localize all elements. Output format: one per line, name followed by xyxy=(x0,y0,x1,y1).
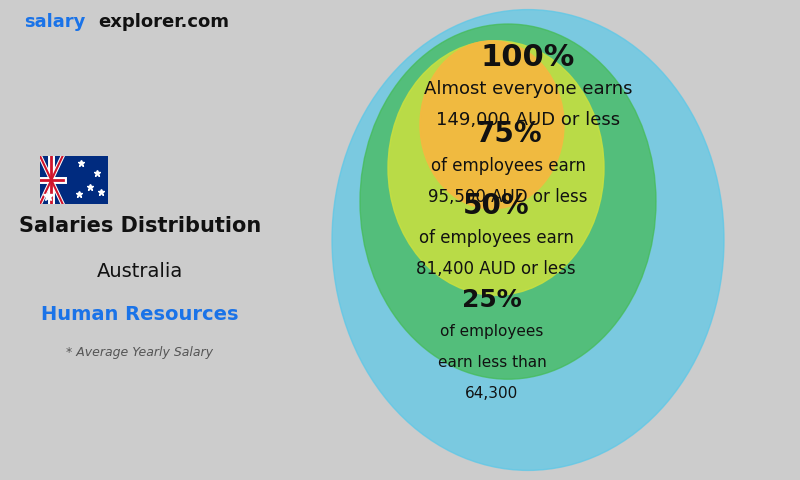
Text: 149,000 AUD or less: 149,000 AUD or less xyxy=(436,111,620,129)
Text: of employees earn: of employees earn xyxy=(418,228,574,247)
Text: 100%: 100% xyxy=(481,43,575,72)
Ellipse shape xyxy=(420,41,564,209)
Text: 50%: 50% xyxy=(462,192,530,220)
Text: 25%: 25% xyxy=(462,288,522,312)
Text: Salaries Distribution: Salaries Distribution xyxy=(19,216,261,236)
Text: 95,500 AUD or less: 95,500 AUD or less xyxy=(428,188,588,206)
Text: Almost everyone earns: Almost everyone earns xyxy=(424,80,632,98)
Ellipse shape xyxy=(360,24,656,379)
Text: of employees: of employees xyxy=(440,324,544,339)
Text: Human Resources: Human Resources xyxy=(42,305,238,324)
Text: earn less than: earn less than xyxy=(438,355,546,370)
Text: 64,300: 64,300 xyxy=(466,386,518,401)
Text: of employees earn: of employees earn xyxy=(430,156,586,175)
Text: * Average Yearly Salary: * Average Yearly Salary xyxy=(66,346,214,360)
Ellipse shape xyxy=(332,10,724,470)
Text: 75%: 75% xyxy=(474,120,542,148)
Text: Australia: Australia xyxy=(97,262,183,281)
Text: salary: salary xyxy=(24,12,86,31)
Ellipse shape xyxy=(388,41,604,295)
Text: 81,400 AUD or less: 81,400 AUD or less xyxy=(416,260,576,278)
Text: explorer.com: explorer.com xyxy=(98,12,230,31)
